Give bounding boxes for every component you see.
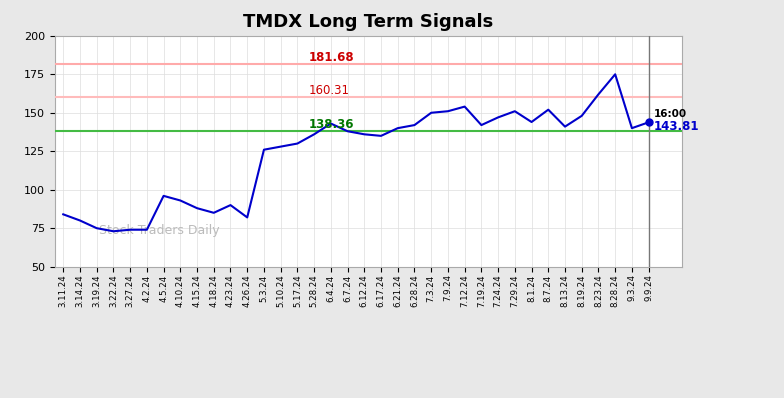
Text: 160.31: 160.31 <box>309 84 350 97</box>
Text: 16:00: 16:00 <box>654 109 687 119</box>
Text: Stock Traders Daily: Stock Traders Daily <box>99 224 220 237</box>
Text: 181.68: 181.68 <box>309 51 354 64</box>
Text: 138.36: 138.36 <box>309 117 354 131</box>
Text: 143.81: 143.81 <box>654 120 699 133</box>
Title: TMDX Long Term Signals: TMDX Long Term Signals <box>243 14 494 31</box>
